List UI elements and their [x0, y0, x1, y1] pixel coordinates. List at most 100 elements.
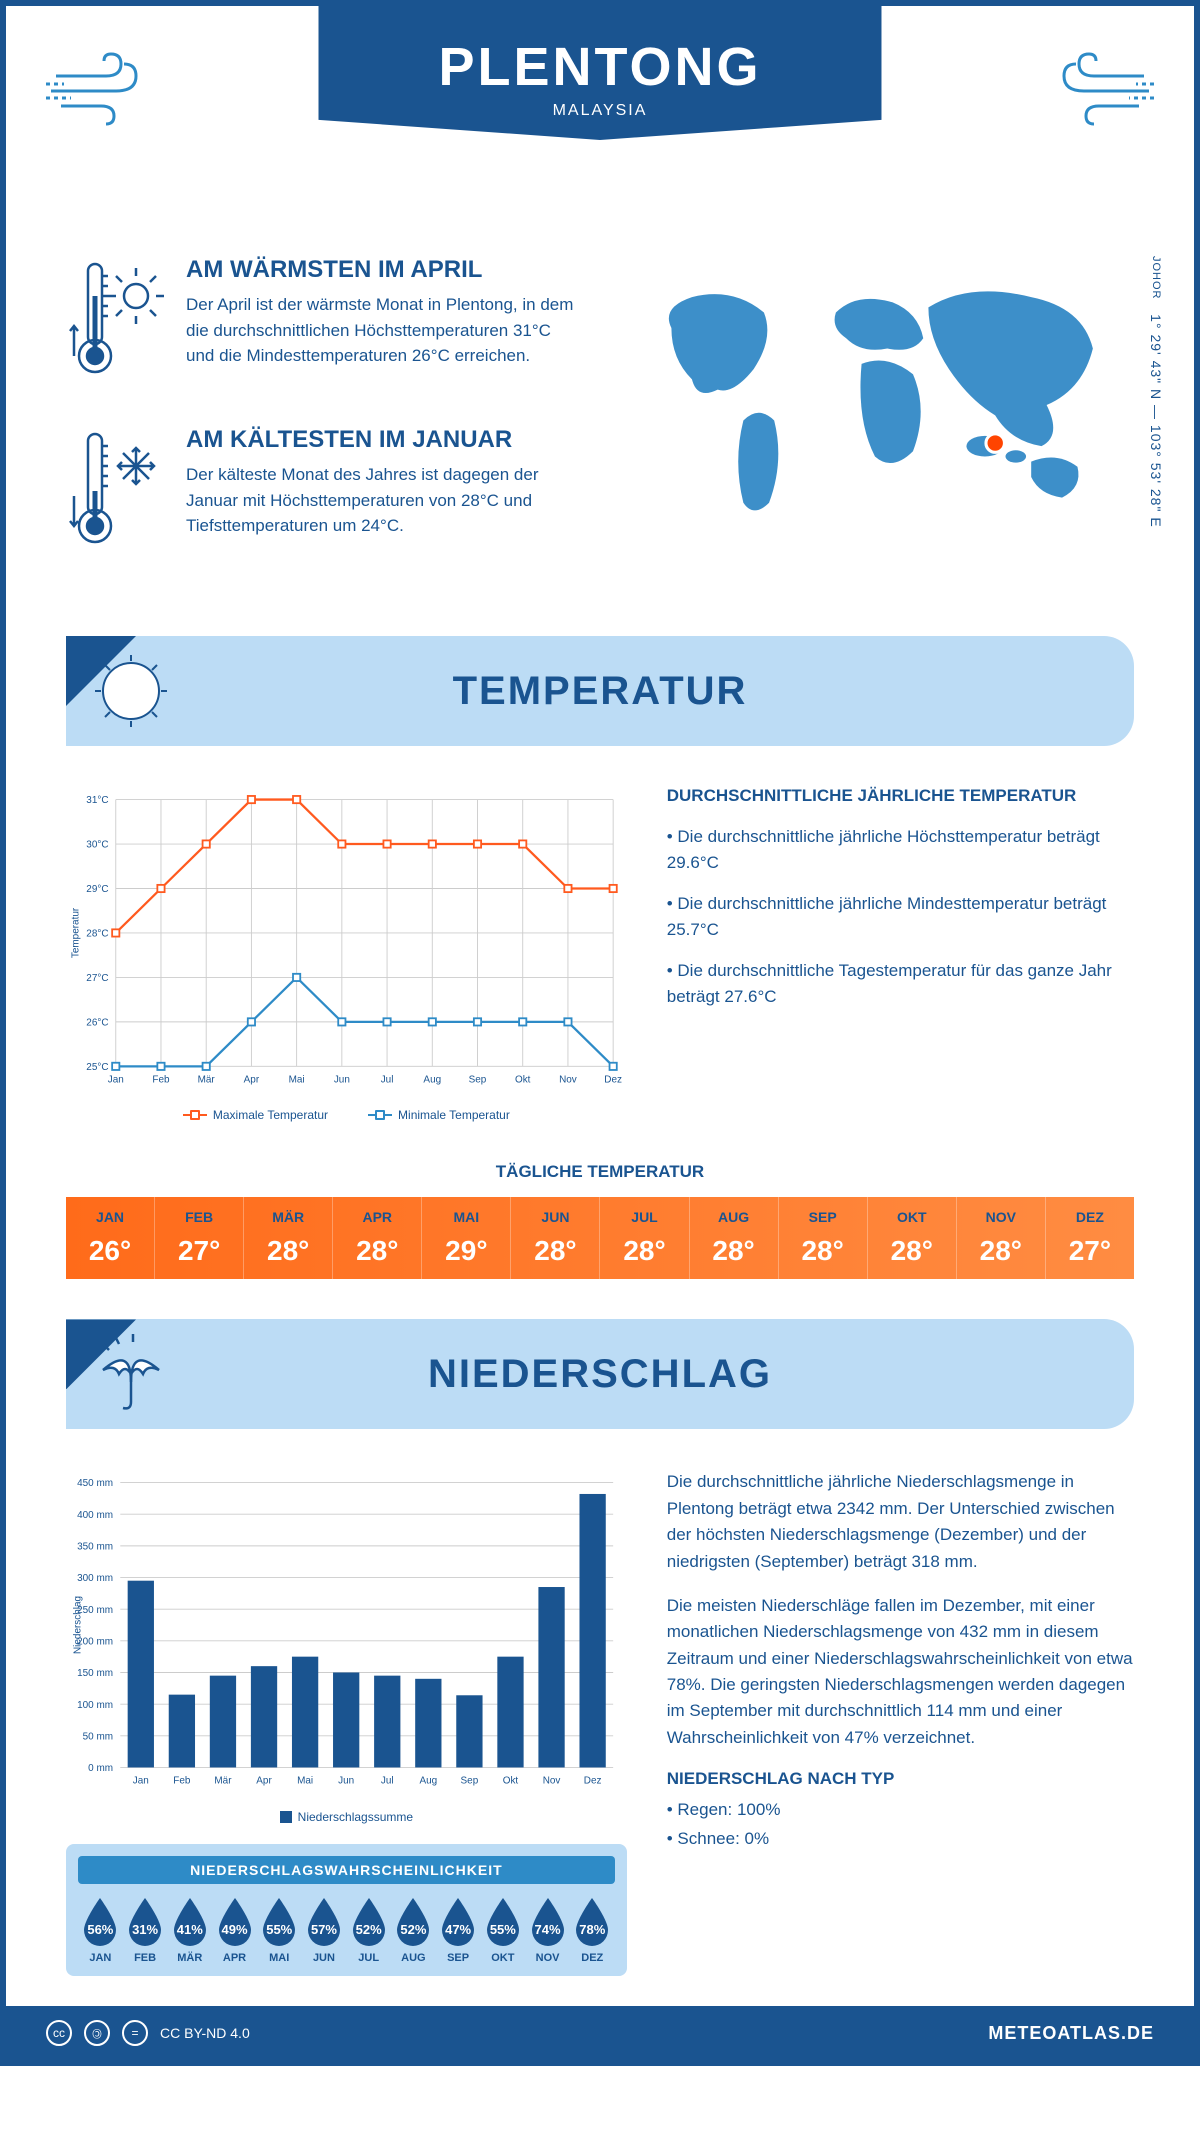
nd-icon: = — [122, 2020, 148, 2046]
svg-text:Nov: Nov — [543, 1776, 561, 1787]
probability-drop: 78% DEZ — [570, 1894, 614, 1964]
raindrop-icon — [436, 1894, 480, 1948]
svg-text:Okt: Okt — [515, 1075, 531, 1086]
svg-text:350 mm: 350 mm — [77, 1542, 113, 1553]
daily-temp-title: TÄGLICHE TEMPERATUR — [6, 1162, 1194, 1182]
svg-text:Jul: Jul — [381, 1075, 394, 1086]
svg-text:Jul: Jul — [381, 1776, 394, 1787]
temp-bullet: • Die durchschnittliche jährliche Mindes… — [667, 891, 1134, 942]
header: PLENTONG MALAYSIA — [6, 6, 1194, 206]
svg-text:Mär: Mär — [214, 1776, 232, 1787]
temp-summary-heading: DURCHSCHNITTLICHE JÄHRLICHE TEMPERATUR — [667, 786, 1134, 806]
thermometer-snow-icon — [66, 426, 166, 561]
thermometer-sun-icon — [66, 256, 166, 391]
wind-icon — [46, 46, 166, 126]
site-name: METEOATLAS.DE — [988, 2023, 1154, 2044]
precip-type-rain: • Regen: 100% — [667, 1797, 1134, 1823]
svg-text:Feb: Feb — [173, 1776, 191, 1787]
daily-cell: NOV 28° — [957, 1197, 1046, 1279]
raindrop-icon — [168, 1894, 212, 1948]
svg-text:Apr: Apr — [244, 1075, 260, 1086]
svg-text:Jun: Jun — [334, 1075, 350, 1086]
precipitation-banner: NIEDERSCHLAG — [66, 1319, 1134, 1429]
svg-text:50 mm: 50 mm — [83, 1732, 113, 1743]
svg-text:28°C: 28°C — [86, 929, 108, 940]
probability-drop: 74% NOV — [526, 1894, 570, 1964]
temperature-line-chart: 25°C26°C27°C28°C29°C30°C31°CJanFebMärApr… — [66, 786, 627, 1122]
probability-drop: 31% FEB — [123, 1894, 167, 1964]
raindrop-icon — [78, 1894, 122, 1948]
daily-temperature-strip: JAN 26° FEB 27° MÄR 28° APR 28° MAI 29° … — [66, 1197, 1134, 1279]
warmest-title: AM WÄRMSTEN IM APRIL — [186, 256, 580, 284]
probability-box: NIEDERSCHLAGSWAHRSCHEINLICHKEIT 56% JAN … — [66, 1844, 627, 1976]
svg-text:Okt: Okt — [503, 1776, 519, 1787]
svg-text:30°C: 30°C — [86, 840, 108, 851]
probability-drop: 49% APR — [213, 1894, 257, 1964]
svg-text:31°C: 31°C — [86, 795, 108, 806]
svg-text:100 mm: 100 mm — [77, 1700, 113, 1711]
raindrop-icon — [123, 1894, 167, 1948]
summary-section: AM WÄRMSTEN IM APRIL Der April ist der w… — [6, 226, 1194, 636]
svg-text:300 mm: 300 mm — [77, 1574, 113, 1585]
chart-legend: .legend-item:nth-child(1) .legend-sw::be… — [66, 1108, 627, 1122]
probability-drop: 57% JUN — [302, 1894, 346, 1964]
location-marker-icon — [986, 434, 1005, 453]
title-ribbon: PLENTONG MALAYSIA — [318, 6, 881, 140]
svg-text:Dez: Dez — [584, 1776, 602, 1787]
svg-text:25°C: 25°C — [86, 1062, 108, 1073]
svg-text:400 mm: 400 mm — [77, 1510, 113, 1521]
city-name: PLENTONG — [438, 36, 761, 98]
footer: cc 🄯 = CC BY-ND 4.0 METEOATLAS.DE — [6, 2006, 1194, 2060]
raindrop-icon — [526, 1894, 570, 1948]
raindrop-icon — [257, 1894, 301, 1948]
precip-type-heading: NIEDERSCHLAG NACH TYP — [667, 1769, 1134, 1789]
warmest-body: Der April ist der wärmste Monat in Plent… — [186, 292, 580, 369]
raindrop-icon — [302, 1894, 346, 1948]
coldest-body: Der kälteste Monat des Jahres ist dagege… — [186, 462, 580, 539]
probability-drop: 55% MAI — [257, 1894, 301, 1964]
chart-legend: Niederschlagssumme — [66, 1810, 627, 1824]
daily-cell: DEZ 27° — [1046, 1197, 1134, 1279]
wind-icon — [1034, 46, 1154, 126]
svg-text:Feb: Feb — [152, 1075, 170, 1086]
precip-paragraph: Die meisten Niederschläge fallen im Deze… — [667, 1593, 1134, 1751]
daily-cell: APR 28° — [333, 1197, 422, 1279]
daily-cell: AUG 28° — [690, 1197, 779, 1279]
section-title: NIEDERSCHLAG — [428, 1352, 772, 1397]
daily-cell: JAN 26° — [66, 1197, 155, 1279]
svg-text:Temperatur: Temperatur — [71, 907, 82, 958]
svg-text:Sep: Sep — [461, 1776, 479, 1787]
precip-paragraph: Die durchschnittliche jährliche Niedersc… — [667, 1469, 1134, 1574]
by-icon: 🄯 — [84, 2020, 110, 2046]
probability-drop: 47% SEP — [436, 1894, 480, 1964]
temperature-banner: TEMPERATUR — [66, 636, 1134, 746]
section-title: TEMPERATUR — [453, 669, 748, 714]
daily-cell: JUL 28° — [600, 1197, 689, 1279]
probability-drop: 55% OKT — [481, 1894, 525, 1964]
svg-text:Jun: Jun — [338, 1776, 354, 1787]
svg-text:Jan: Jan — [108, 1075, 124, 1086]
country-name: MALAYSIA — [438, 102, 761, 120]
svg-text:Aug: Aug — [423, 1075, 441, 1086]
raindrop-icon — [213, 1894, 257, 1948]
cc-icon: cc — [46, 2020, 72, 2046]
svg-text:Mai: Mai — [289, 1075, 305, 1086]
umbrella-icon — [91, 1334, 171, 1414]
raindrop-icon — [481, 1894, 525, 1948]
svg-text:0 mm: 0 mm — [88, 1764, 113, 1775]
probability-title: NIEDERSCHLAGSWAHRSCHEINLICHKEIT — [78, 1856, 615, 1884]
coldest-title: AM KÄLTESTEN IM JANUAR — [186, 426, 580, 454]
coldest-block: AM KÄLTESTEN IM JANUAR Der kälteste Mona… — [66, 426, 580, 561]
svg-text:26°C: 26°C — [86, 1018, 108, 1029]
svg-text:Sep: Sep — [469, 1075, 487, 1086]
precipitation-bar-chart: 0 mm50 mm100 mm150 mm200 mm250 mm300 mm3… — [66, 1469, 627, 1795]
temp-bullet: • Die durchschnittliche Tagestemperatur … — [667, 958, 1134, 1009]
svg-text:Mär: Mär — [198, 1075, 216, 1086]
svg-text:150 mm: 150 mm — [77, 1669, 113, 1680]
probability-drop: 41% MÄR — [168, 1894, 212, 1964]
svg-text:Jan: Jan — [133, 1776, 149, 1787]
precip-type-snow: • Schnee: 0% — [667, 1826, 1134, 1852]
warmest-block: AM WÄRMSTEN IM APRIL Der April ist der w… — [66, 256, 580, 391]
svg-text:Apr: Apr — [256, 1776, 272, 1787]
svg-text:Niederschlag: Niederschlag — [72, 1596, 83, 1654]
